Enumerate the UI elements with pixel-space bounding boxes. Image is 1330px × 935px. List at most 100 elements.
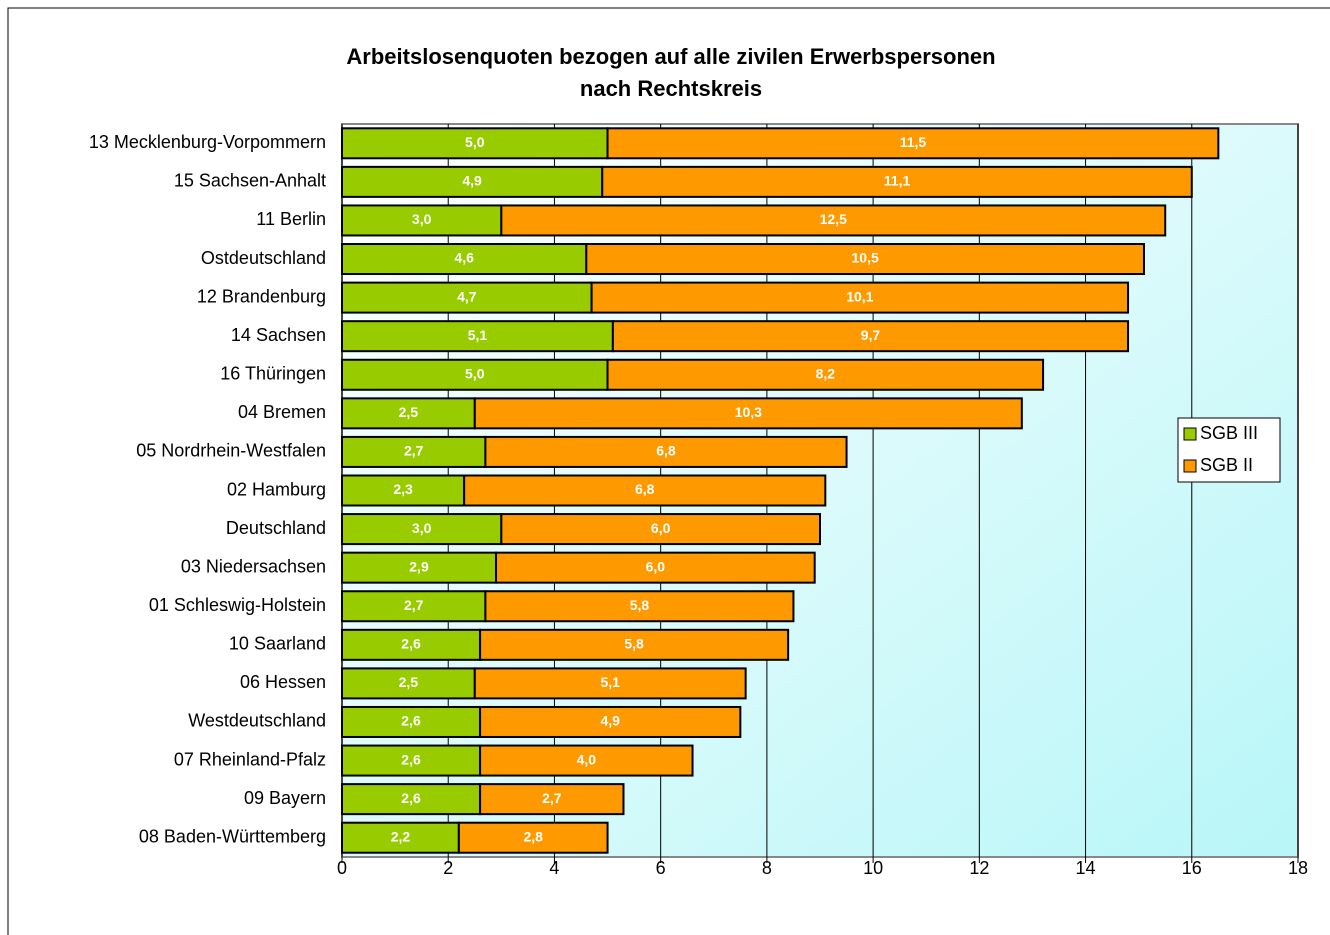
x-tick-label: 16 <box>1182 858 1202 878</box>
y-tick-label: Ostdeutschland <box>201 248 326 268</box>
bar-segment <box>479 628 790 661</box>
bar-segment <box>495 551 816 584</box>
data-label: 6,0 <box>646 558 666 574</box>
x-tick-label: 18 <box>1288 858 1308 878</box>
bar-segment <box>500 513 821 546</box>
x-tick-label: 2 <box>443 858 453 878</box>
bar-segment <box>585 243 1145 276</box>
data-label: 10,5 <box>852 250 879 266</box>
data-label: 2,9 <box>409 558 429 574</box>
y-tick-label: 06 Hessen <box>240 672 326 692</box>
data-label: 5,1 <box>468 327 488 343</box>
chart-title: nach Rechtskreis <box>580 76 762 101</box>
x-tick-label: 14 <box>1076 858 1096 878</box>
bar-segment <box>341 513 503 546</box>
data-label: 2,7 <box>542 790 562 806</box>
bar-segment <box>479 783 625 816</box>
y-tick-label: 12 Brandenburg <box>197 286 326 306</box>
data-label: 12,5 <box>820 211 847 227</box>
data-label: 11,1 <box>884 173 911 189</box>
x-tick-label: 10 <box>863 858 883 878</box>
legend-swatch <box>1183 427 1197 441</box>
data-label: 2,6 <box>401 636 421 652</box>
y-tick-label: 10 Saarland <box>229 634 326 654</box>
bar-segment <box>341 397 476 430</box>
x-tick-label: 8 <box>762 858 772 878</box>
data-label: 3,0 <box>412 520 432 536</box>
data-label: 6,8 <box>656 443 676 459</box>
y-tick-label: 11 Berlin <box>256 209 326 229</box>
bar-segment <box>611 320 1130 353</box>
chart-title: Arbeitslosenquoten bezogen auf alle zivi… <box>346 44 995 69</box>
y-tick-label: 02 Hamburg <box>227 479 326 499</box>
data-label: 4,9 <box>600 713 620 729</box>
data-label: 6,8 <box>635 481 655 497</box>
bar-segment <box>500 204 1167 237</box>
data-label: 3,0 <box>412 211 432 227</box>
y-tick-label: 09 Bayern <box>244 788 326 808</box>
data-label: 2,8 <box>523 828 543 844</box>
y-tick-label: 07 Rheinland-Pfalz <box>174 749 326 769</box>
data-label: 2,6 <box>401 713 421 729</box>
data-label: 2,6 <box>401 790 421 806</box>
bar-segment <box>341 127 609 160</box>
data-label: 2,7 <box>404 597 424 613</box>
data-label: 2,5 <box>399 404 419 420</box>
bar-segment <box>341 165 604 198</box>
data-label: 4,0 <box>577 751 597 767</box>
y-tick-label: 08 Baden-Württemberg <box>139 826 326 846</box>
data-label: 4,9 <box>462 173 482 189</box>
x-tick-label: 0 <box>337 858 347 878</box>
bar-segment <box>484 590 795 623</box>
data-label: 2,7 <box>404 443 424 459</box>
data-label: 4,6 <box>454 250 474 266</box>
x-tick-label: 6 <box>656 858 666 878</box>
data-label: 5,0 <box>465 134 485 150</box>
data-label: 2,2 <box>391 828 411 844</box>
bar-segment <box>341 358 609 391</box>
x-tick-label: 12 <box>969 858 989 878</box>
bar-segment <box>606 127 1220 160</box>
data-label: 5,1 <box>600 674 620 690</box>
legend-label: SGB III <box>1200 423 1258 443</box>
y-tick-label: 14 Sachsen <box>231 325 326 345</box>
data-label: 2,5 <box>399 674 419 690</box>
data-label: 2,6 <box>401 751 421 767</box>
data-label: 8,2 <box>816 365 836 381</box>
frame <box>7 7 1330 935</box>
bar-segment <box>341 667 476 700</box>
data-label: 4,7 <box>457 288 477 304</box>
data-label: 11,5 <box>900 134 927 150</box>
data-label: 6,0 <box>651 520 671 536</box>
data-label: 9,7 <box>861 327 881 343</box>
bar-segment <box>479 705 742 738</box>
bar-segment <box>590 281 1130 314</box>
bar-segment <box>341 243 588 276</box>
y-tick-label: 15 Sachsen-Anhalt <box>174 171 326 191</box>
bar-segment <box>341 551 498 584</box>
y-tick-label: 13 Mecklenburg-Vorpommern <box>89 132 326 152</box>
y-tick-label: 01 Schleswig-Holstein <box>149 595 326 615</box>
data-label: 5,8 <box>630 597 650 613</box>
bar-segment <box>473 397 1023 430</box>
data-label: 10,3 <box>735 404 762 420</box>
y-tick-label: Deutschland <box>226 518 326 538</box>
bar-segment <box>341 320 614 353</box>
bar-segment <box>341 628 482 661</box>
bar-segment <box>484 435 848 468</box>
y-tick-label: 16 Thüringen <box>220 364 326 384</box>
data-label: 2,3 <box>393 481 413 497</box>
bar-segment <box>457 821 609 854</box>
bar-segment <box>341 744 482 777</box>
bar-segment <box>341 435 487 468</box>
bar-segment <box>606 358 1045 391</box>
bar-segment <box>473 667 747 700</box>
data-label: 5,8 <box>624 636 644 652</box>
bar-segment <box>341 783 482 816</box>
data-label: 10,1 <box>846 288 873 304</box>
y-tick-label: 05 Nordrhein-Westfalen <box>136 441 326 461</box>
data-label: 5,0 <box>465 365 485 381</box>
legend-label: SGB II <box>1200 455 1253 475</box>
x-tick-label: 4 <box>549 858 559 878</box>
